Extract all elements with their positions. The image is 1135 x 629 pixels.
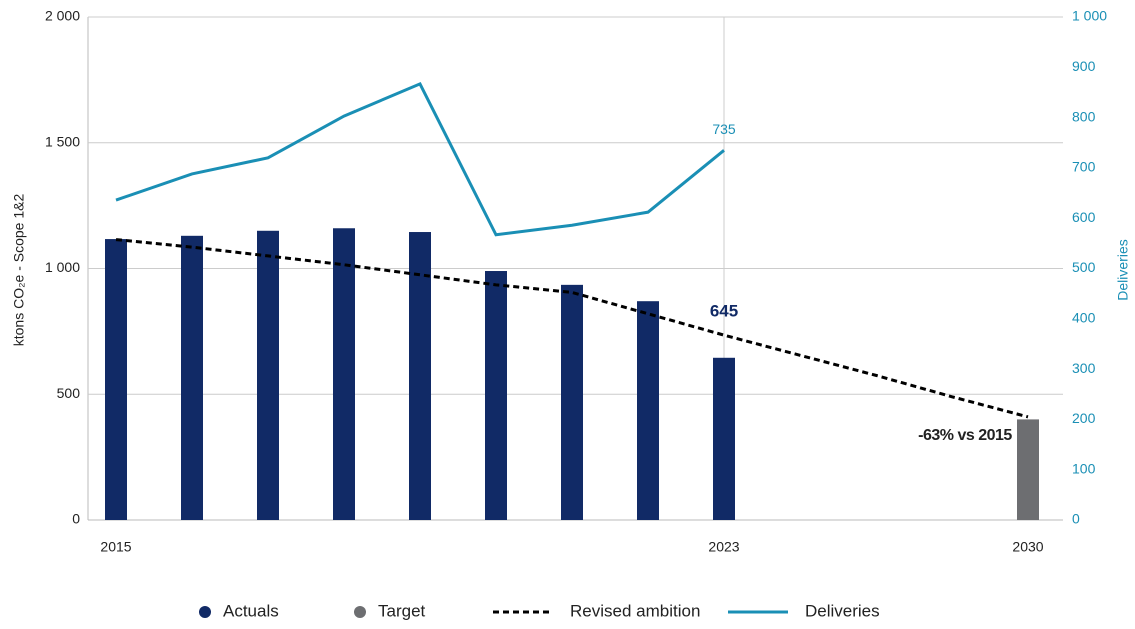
bar <box>181 235 203 520</box>
y2-tick-label: 0 <box>1072 511 1080 527</box>
y2-tick-label: 300 <box>1072 360 1096 376</box>
bar <box>105 239 127 520</box>
y-tick-label: 0 <box>72 511 80 527</box>
bar <box>409 232 431 520</box>
bar <box>561 284 583 520</box>
line <box>115 238 1029 419</box>
bar <box>333 228 355 520</box>
x-tick-label: 2030 <box>1012 539 1043 555</box>
y-tick-label: 1 000 <box>45 259 80 275</box>
legend-marker <box>199 606 211 618</box>
y2-tick-label: 800 <box>1072 108 1096 124</box>
y2-tick-label: 200 <box>1072 410 1096 426</box>
y2-axis-title: Deliveries <box>1115 239 1131 300</box>
y2-tick-label: 600 <box>1072 209 1096 225</box>
legend-label: Deliveries <box>805 601 880 620</box>
legend-marker <box>354 606 366 618</box>
bar <box>1017 419 1039 520</box>
y2-tick-label: 100 <box>1072 460 1096 476</box>
legend-label: Revised ambition <box>570 601 700 620</box>
bar <box>713 357 735 520</box>
legend-label: Actuals <box>223 601 279 620</box>
legend-label: Target <box>378 601 426 620</box>
annotation: -63% vs 2015 <box>918 427 1012 444</box>
y-axis-title: ktons CO₂e - Scope 1&2 <box>11 194 27 347</box>
x-tick-label: 2023 <box>708 539 739 555</box>
data-label: 735 <box>712 121 736 137</box>
bar <box>637 301 659 520</box>
y2-tick-label: 1 000 <box>1072 8 1107 24</box>
line <box>115 81 725 237</box>
y-tick-label: 2 000 <box>45 8 80 24</box>
y2-tick-label: 900 <box>1072 58 1096 74</box>
y2-tick-label: 700 <box>1072 159 1096 175</box>
y-tick-label: 1 500 <box>45 133 80 149</box>
bar <box>257 230 279 520</box>
data-label: 645 <box>710 301 738 320</box>
x-tick-label: 2015 <box>100 539 131 555</box>
y-tick-label: 500 <box>57 385 81 401</box>
y2-tick-label: 400 <box>1072 310 1096 326</box>
bar <box>485 271 507 520</box>
y2-tick-label: 500 <box>1072 259 1096 275</box>
